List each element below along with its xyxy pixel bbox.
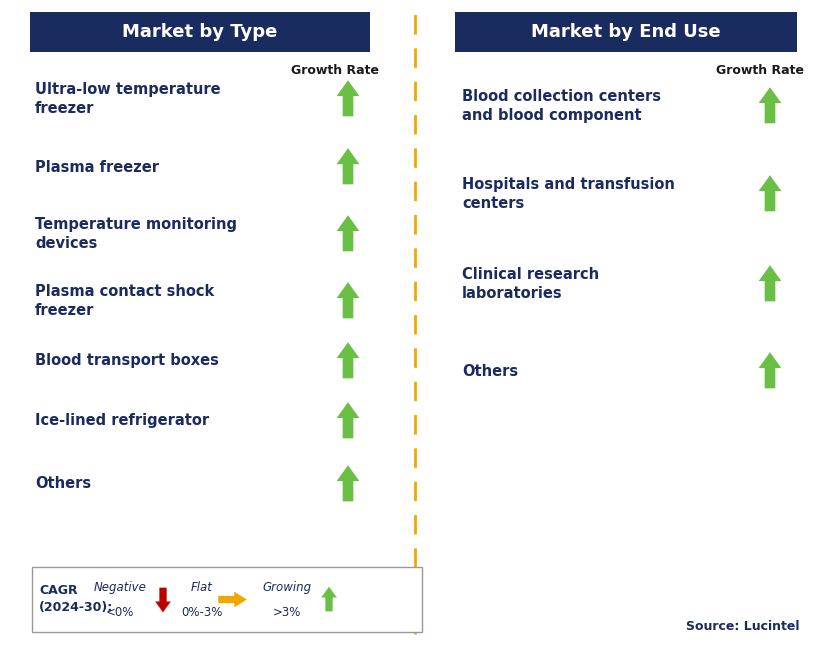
Text: Growth Rate: Growth Rate	[291, 63, 378, 77]
FancyBboxPatch shape	[455, 12, 796, 52]
Text: Others: Others	[461, 364, 518, 379]
Text: Hospitals and transfusion
centers: Hospitals and transfusion centers	[461, 177, 674, 211]
Polygon shape	[758, 353, 781, 388]
Text: Flat: Flat	[190, 581, 213, 594]
Polygon shape	[336, 342, 359, 378]
Text: Source: Lucintel: Source: Lucintel	[686, 619, 799, 632]
Polygon shape	[758, 175, 781, 211]
Polygon shape	[758, 266, 781, 301]
Text: Market by Type: Market by Type	[123, 23, 277, 41]
Polygon shape	[336, 215, 359, 251]
Polygon shape	[336, 283, 359, 318]
Polygon shape	[155, 588, 171, 612]
Polygon shape	[336, 465, 359, 502]
Text: Negative: Negative	[94, 581, 147, 594]
Polygon shape	[320, 587, 336, 611]
Polygon shape	[758, 87, 781, 124]
Text: Ultra-low temperature
freezer: Ultra-low temperature freezer	[35, 82, 220, 116]
Text: 0%-3%: 0%-3%	[181, 606, 223, 619]
Text: Market by End Use: Market by End Use	[531, 23, 720, 41]
Text: Ice-lined refrigerator: Ice-lined refrigerator	[35, 413, 209, 428]
FancyBboxPatch shape	[30, 12, 369, 52]
Text: Temperature monitoring
devices: Temperature monitoring devices	[35, 217, 237, 251]
Polygon shape	[336, 148, 359, 184]
Text: >3%: >3%	[272, 606, 301, 619]
Text: Clinical research
laboratories: Clinical research laboratories	[461, 267, 599, 301]
Text: Plasma freezer: Plasma freezer	[35, 160, 159, 175]
Polygon shape	[218, 592, 247, 608]
FancyBboxPatch shape	[32, 567, 421, 632]
Text: Plasma contact shock
freezer: Plasma contact shock freezer	[35, 284, 214, 318]
Text: Others: Others	[35, 477, 91, 492]
Text: Growing: Growing	[262, 581, 311, 594]
Text: Blood collection centers
and blood component: Blood collection centers and blood compo…	[461, 89, 660, 123]
Text: CAGR
(2024-30):: CAGR (2024-30):	[39, 585, 113, 615]
Text: Growth Rate: Growth Rate	[715, 63, 803, 77]
Text: <0%: <0%	[106, 606, 134, 619]
Polygon shape	[336, 402, 359, 438]
Text: Blood transport boxes: Blood transport boxes	[35, 354, 219, 368]
Polygon shape	[336, 80, 359, 116]
